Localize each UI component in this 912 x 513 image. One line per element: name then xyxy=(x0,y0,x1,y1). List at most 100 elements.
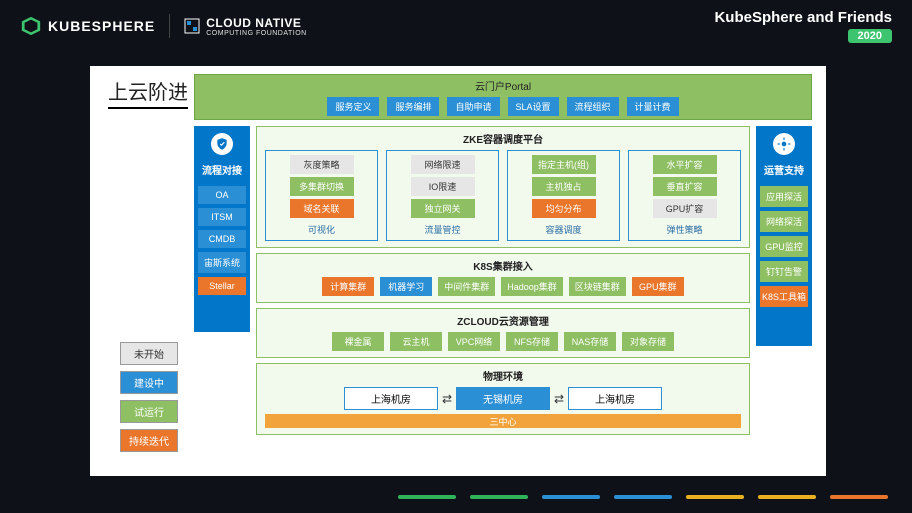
zke-cell: 主机独占 xyxy=(532,177,596,196)
event-title: KubeSphere and Friends xyxy=(714,9,892,26)
legend-item: 试运行 xyxy=(120,400,178,423)
zke-cell: GPU扩容 xyxy=(653,199,717,218)
item-box: 计算集群 xyxy=(322,277,374,296)
legend-item: 未开始 xyxy=(120,342,178,365)
ops-support-col: 运营支持 应用探活网络探活 GPU监控钉钉告警 K8S工具箱 xyxy=(756,126,812,346)
side-item: CMDB xyxy=(198,230,246,248)
zke-col-title: 可视化 xyxy=(308,223,335,236)
zke-cell: 独立网关 xyxy=(411,199,475,218)
portal-item: 服务定义 xyxy=(327,97,379,116)
side-item: 网络探活 xyxy=(760,211,808,232)
item-box: GPU集群 xyxy=(632,277,684,296)
portal-item: 自助申请 xyxy=(447,97,499,116)
zke-cell: 指定主机(组) xyxy=(532,155,596,174)
zke-cell: 域名关联 xyxy=(290,199,354,218)
zke-title: ZKE容器调度平台 xyxy=(265,131,741,146)
portal-item: 服务编排 xyxy=(387,97,439,116)
item-box: Hadoop集群 xyxy=(501,277,563,296)
zke-cell: 多集群切换 xyxy=(290,177,354,196)
cncf-logo: CLOUD NATIVE COMPUTING FOUNDATION xyxy=(184,16,306,37)
accent-segment xyxy=(614,495,672,499)
legend-item: 持续迭代 xyxy=(120,429,178,452)
cncf-main: CLOUD NATIVE xyxy=(206,16,306,30)
k8s-title: K8S集群接入 xyxy=(265,258,741,273)
side-item: GPU监控 xyxy=(760,236,808,257)
shield-icon xyxy=(211,133,233,155)
accent-segment xyxy=(542,495,600,499)
zcloud-title: ZCLOUD云资源管理 xyxy=(265,313,741,328)
item-box: 云主机 xyxy=(390,332,442,351)
divider xyxy=(169,14,170,38)
bottom-accent xyxy=(0,495,912,505)
portal-item: 流程组织 xyxy=(567,97,619,116)
zke-cell: 垂直扩容 xyxy=(653,177,717,196)
portal-section: 云门户Portal 服务定义服务编排自助申请 SLA设置流程组织计量计费 xyxy=(194,74,812,120)
accent-segment xyxy=(830,495,888,499)
dc-center: 无锡机房 xyxy=(456,387,550,410)
right-col-title: 运营支持 xyxy=(764,162,804,177)
zke-cell: 均匀分布 xyxy=(532,199,596,218)
legend-item: 建设中 xyxy=(120,371,178,394)
topbar: KUBESPHERE CLOUD NATIVE COMPUTING FOUNDA… xyxy=(0,0,912,52)
zke-col-title: 容器调度 xyxy=(545,223,581,236)
portal-item: SLA设置 xyxy=(508,97,559,116)
side-item: 应用探活 xyxy=(760,186,808,207)
accent-segment xyxy=(686,495,744,499)
slide: 上云阶进 未开始建设中试运行持续迭代 云门户Portal 服务定义服务编排自助申… xyxy=(90,66,826,476)
item-box: 区块链集群 xyxy=(569,277,626,296)
k8s-access-section: K8S集群接入 计算集群机器学习中间件集群 Hadoop集群区块链集群 GPU集群 xyxy=(256,253,750,303)
kubesphere-text: KUBESPHERE xyxy=(48,18,155,34)
dc-left: 上海机房 xyxy=(344,387,438,410)
main-area: ZKE容器调度平台 灰度策略多集群切换域名关联可视化 网络限速 IO限速独立网关流量… xyxy=(256,126,750,468)
arrow-icon: ⇄ xyxy=(550,392,568,406)
item-box: 裸金属 xyxy=(332,332,384,351)
accent-segment xyxy=(758,495,816,499)
phys-row: 上海机房 ⇄ 无锡机房 ⇄ 上海机房 xyxy=(265,387,741,410)
zke-cell: 网络限速 xyxy=(411,155,475,174)
accent-segment xyxy=(398,495,456,499)
kubesphere-icon xyxy=(20,15,42,37)
cncf-icon xyxy=(184,18,200,34)
zke-col-title: 流量管控 xyxy=(424,223,460,236)
zke-cell: IO限速 xyxy=(411,177,475,196)
zke-col-title: 弹性策略 xyxy=(666,223,702,236)
side-item: ITSM xyxy=(198,208,246,226)
item-box: 机器学习 xyxy=(380,277,432,296)
zke-col: 水平扩容垂直扩容 GPU扩容弹性策略 xyxy=(628,150,741,241)
legend: 未开始建设中试运行持续迭代 xyxy=(120,342,178,452)
item-box: 中间件集群 xyxy=(438,277,495,296)
zke-cell: 水平扩容 xyxy=(653,155,717,174)
side-item: Stellar xyxy=(198,277,246,295)
gear-icon xyxy=(773,133,795,155)
arrow-icon: ⇄ xyxy=(438,392,456,406)
portal-item: 计量计费 xyxy=(627,97,679,116)
zke-col: 网络限速 IO限速独立网关流量管控 xyxy=(386,150,499,241)
portal-row: 服务定义服务编排自助申请 SLA设置流程组织计量计费 xyxy=(327,97,678,116)
zcloud-section: ZCLOUD云资源管理 裸金属云主机 VPC网络 NFS存储 NAS存储对象存储 xyxy=(256,308,750,358)
physical-section: 物理环境 上海机房 ⇄ 无锡机房 ⇄ 上海机房 三中心 xyxy=(256,363,750,435)
topright: KubeSphere and Friends 2020 xyxy=(714,9,892,44)
side-item: OA xyxy=(198,186,246,204)
side-item: 钉钉告警 xyxy=(760,261,808,282)
item-box: 对象存储 xyxy=(622,332,674,351)
item-box: VPC网络 xyxy=(448,332,500,351)
process-integration-col: 流程对接 OA ITSM CMDB 宙斯系统 Stellar xyxy=(194,126,250,332)
year-pill: 2020 xyxy=(848,29,892,43)
item-box: NFS存储 xyxy=(506,332,558,351)
side-item: K8S工具箱 xyxy=(760,286,808,307)
side-item: 宙斯系统 xyxy=(198,252,246,273)
kubesphere-logo: KUBESPHERE xyxy=(20,15,155,37)
dc-right: 上海机房 xyxy=(568,387,662,410)
zke-col: 灰度策略多集群切换域名关联可视化 xyxy=(265,150,378,241)
left-col-title: 流程对接 xyxy=(202,162,242,177)
phys-title: 物理环境 xyxy=(265,368,741,383)
cncf-sub: COMPUTING FOUNDATION xyxy=(206,30,306,37)
slide-title: 上云阶进 xyxy=(108,76,188,109)
accent-segment xyxy=(470,495,528,499)
item-box: NAS存储 xyxy=(564,332,616,351)
zke-cell: 灰度策略 xyxy=(290,155,354,174)
zke-section: ZKE容器调度平台 灰度策略多集群切换域名关联可视化 网络限速 IO限速独立网关流量… xyxy=(256,126,750,248)
tri-center: 三中心 xyxy=(265,414,741,428)
portal-title: 云门户Portal xyxy=(475,78,531,93)
zke-col: 指定主机(组) 主机独占均匀分布容器调度 xyxy=(507,150,620,241)
